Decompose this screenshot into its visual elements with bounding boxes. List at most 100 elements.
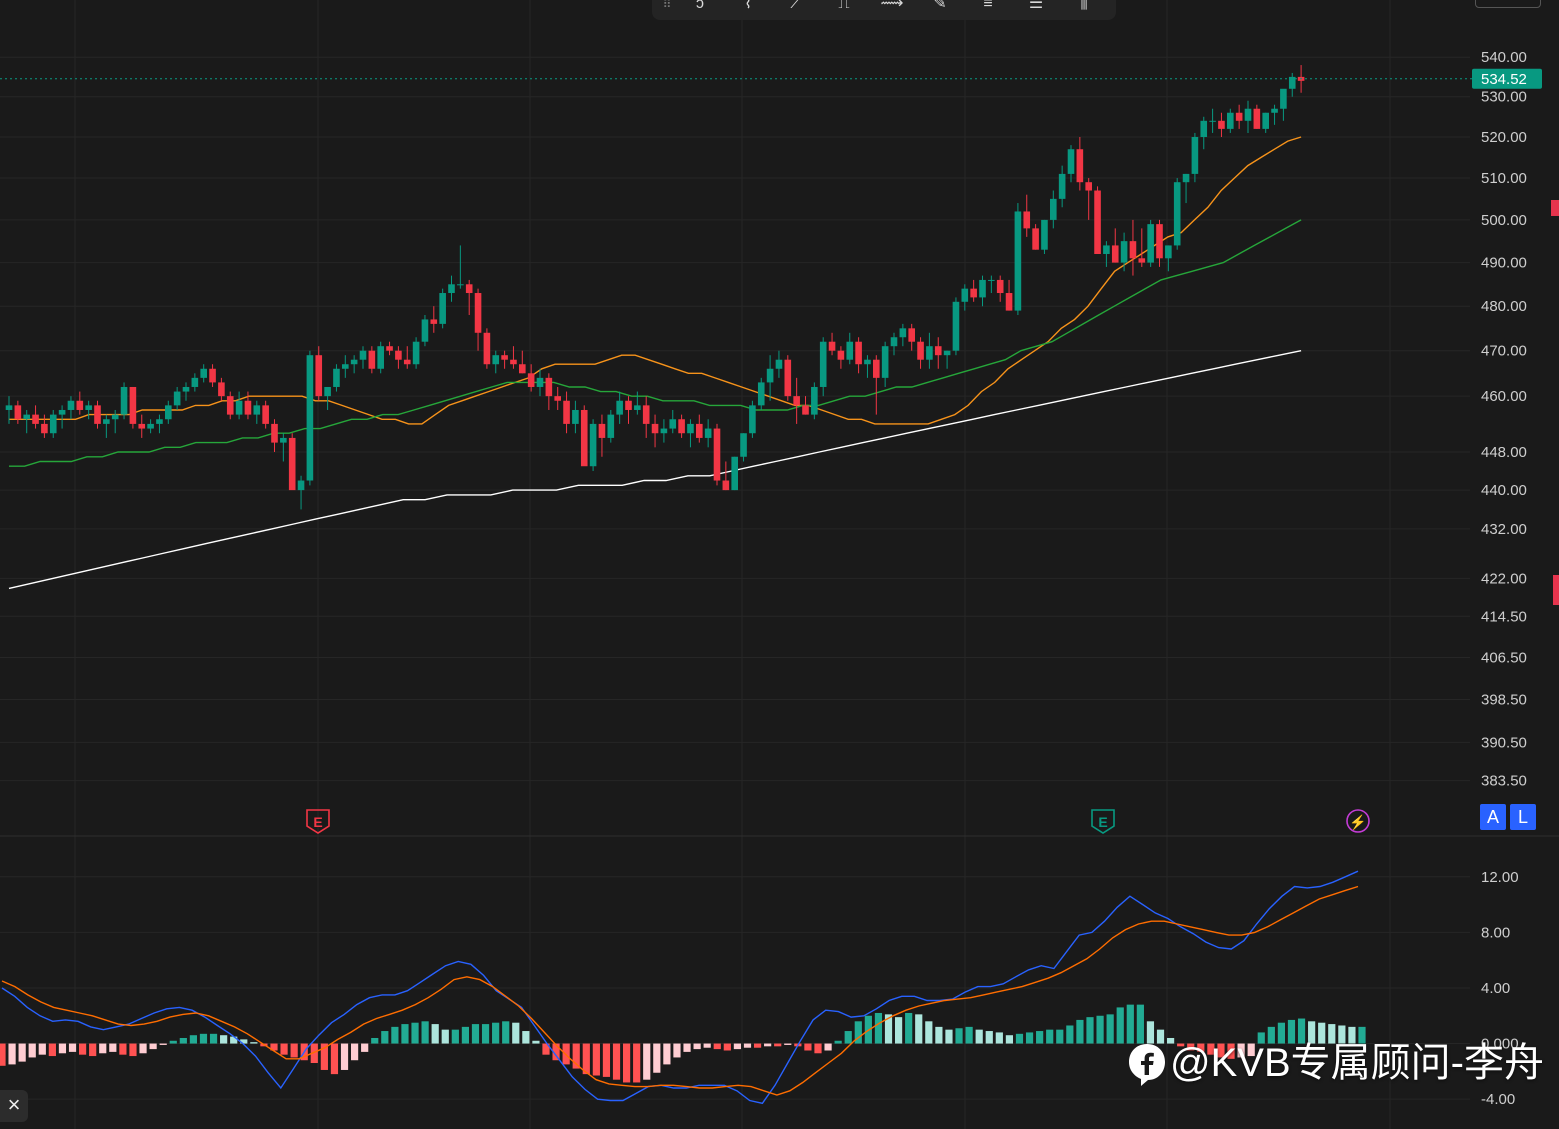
close-icon[interactable]: × bbox=[0, 1090, 28, 1122]
candle-body bbox=[350, 359, 358, 365]
bars-tool-icon[interactable]: ⫼ bbox=[1080, 0, 1088, 12]
histogram-bar bbox=[1297, 1018, 1306, 1044]
histogram-bar bbox=[572, 1043, 580, 1069]
histogram-bar bbox=[703, 1043, 711, 1048]
candle-body bbox=[377, 346, 384, 369]
candle bbox=[333, 364, 340, 392]
candle-body bbox=[704, 428, 712, 438]
candle-body bbox=[1156, 224, 1163, 259]
candle bbox=[457, 245, 464, 289]
candle bbox=[1076, 136, 1084, 191]
event-marker-earnings-upcoming[interactable]: E bbox=[1091, 809, 1115, 834]
candle bbox=[1085, 178, 1092, 220]
candle bbox=[1120, 232, 1128, 272]
histogram-bar bbox=[1005, 1035, 1014, 1044]
histogram-bar bbox=[622, 1043, 631, 1083]
candle bbox=[1058, 165, 1066, 208]
histogram-bar bbox=[532, 1040, 540, 1044]
long-position-tool-icon[interactable]: ⎍ bbox=[838, 0, 850, 12]
histogram-bar bbox=[1146, 1021, 1155, 1044]
y-tick-label: 520.00 bbox=[1481, 129, 1527, 146]
candle bbox=[386, 341, 393, 356]
candle bbox=[979, 275, 986, 307]
candle bbox=[1023, 194, 1031, 237]
horizontal-lines-tool-icon[interactable]: ≡ bbox=[983, 0, 993, 12]
candle bbox=[890, 332, 898, 356]
candle-body bbox=[1165, 245, 1172, 259]
histogram-bar bbox=[58, 1043, 67, 1054]
histogram-bar bbox=[330, 1043, 339, 1075]
histogram-bar bbox=[874, 1012, 883, 1044]
y-tick-label: 390.50 bbox=[1481, 734, 1527, 751]
candle bbox=[1111, 228, 1119, 263]
brush-tool-icon[interactable]: ↄ bbox=[696, 0, 704, 12]
candle-body bbox=[1262, 112, 1269, 129]
candle bbox=[1227, 108, 1234, 133]
y-tick-label: 422.00 bbox=[1481, 570, 1527, 587]
candle-body bbox=[1103, 245, 1110, 254]
histogram-bar bbox=[1046, 1029, 1054, 1044]
polyline-tool-icon[interactable]: ⌇ bbox=[744, 0, 752, 12]
candle-body bbox=[775, 359, 783, 369]
candle-body bbox=[226, 396, 234, 415]
path-tool-icon[interactable]: ⟋ bbox=[790, 0, 802, 12]
histogram-bar bbox=[935, 1026, 943, 1044]
histogram-bar bbox=[0, 1043, 6, 1066]
candle-body bbox=[191, 377, 199, 387]
y-tick-label: 540.00 bbox=[1481, 49, 1527, 66]
forecast-tool-icon[interactable]: ⟿ bbox=[880, 0, 904, 12]
candle bbox=[704, 419, 712, 448]
candle-body bbox=[616, 400, 623, 415]
y-tick-label: -4.00 bbox=[1481, 1091, 1515, 1108]
histogram-bar bbox=[1086, 1017, 1094, 1044]
candle-body bbox=[271, 423, 278, 443]
event-marker-earnings-past[interactable]: E bbox=[306, 809, 330, 834]
histogram-bar bbox=[401, 1024, 409, 1044]
histogram-bar bbox=[411, 1022, 419, 1044]
event-marker-news[interactable]: ⚡ bbox=[1346, 809, 1370, 833]
candle-body bbox=[899, 328, 907, 338]
candle bbox=[527, 364, 535, 392]
histogram-bar bbox=[199, 1033, 208, 1044]
indicator-line bbox=[1, 885, 1359, 1096]
candle-body bbox=[642, 405, 650, 424]
candle-body bbox=[802, 405, 809, 415]
candle bbox=[926, 332, 933, 369]
candle-body bbox=[342, 364, 349, 369]
candle bbox=[873, 355, 880, 415]
scroll-marker[interactable] bbox=[1553, 575, 1559, 605]
candle bbox=[465, 279, 473, 316]
histogram-bar bbox=[612, 1043, 621, 1080]
histogram-bar bbox=[925, 1021, 933, 1044]
candle-body bbox=[1235, 112, 1243, 121]
top-right-control[interactable] bbox=[1475, 0, 1541, 8]
candle bbox=[1182, 173, 1190, 204]
histogram-bar bbox=[1348, 1026, 1356, 1044]
histogram-bar bbox=[270, 1043, 278, 1051]
candle bbox=[837, 346, 845, 369]
drag-handle-icon[interactable]: ⠿ bbox=[662, 0, 672, 11]
candle bbox=[200, 364, 207, 383]
candle-body bbox=[749, 405, 756, 434]
histogram-bar bbox=[1237, 1043, 1245, 1058]
histogram-bar bbox=[89, 1043, 97, 1057]
price-alert-marker[interactable] bbox=[1551, 200, 1559, 216]
histogram-bar bbox=[884, 1014, 893, 1044]
candle bbox=[244, 391, 252, 420]
candle bbox=[49, 409, 57, 438]
log-scale-button[interactable]: L bbox=[1510, 804, 1536, 830]
candle-body bbox=[607, 414, 615, 438]
candle-body bbox=[855, 341, 862, 365]
y-tick-label: 12.00 bbox=[1481, 869, 1519, 886]
y-tick-label: 448.00 bbox=[1481, 444, 1527, 461]
fib-lines-tool-icon[interactable]: ☰ bbox=[1028, 0, 1044, 12]
y-tick-label: 500.00 bbox=[1481, 212, 1527, 229]
pencil-tool-icon[interactable]: ✎ bbox=[933, 0, 947, 12]
auto-scale-button[interactable]: A bbox=[1480, 804, 1506, 830]
candle-body bbox=[14, 405, 22, 420]
histogram-bar bbox=[673, 1043, 681, 1058]
candle-body bbox=[315, 355, 323, 397]
histogram-bar bbox=[421, 1021, 429, 1044]
histogram-bar bbox=[109, 1043, 117, 1052]
